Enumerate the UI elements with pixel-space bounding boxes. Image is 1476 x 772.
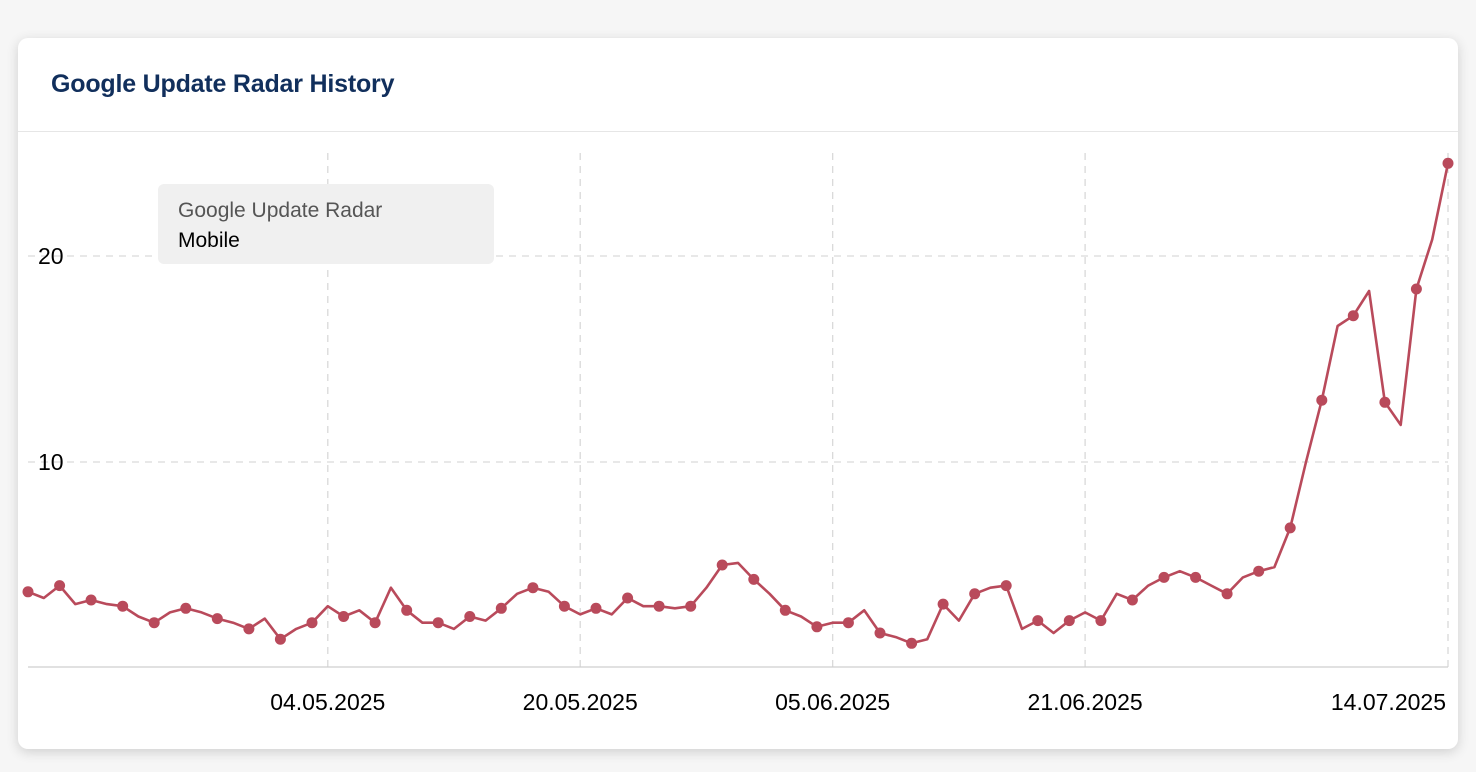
data-point [1000,580,1012,592]
legend-title: Google Update Radar [178,199,383,222]
series-marker-layer [22,157,1454,649]
data-point [1347,310,1359,322]
legend: Google Update Radar Mobile [158,184,494,264]
data-point [148,617,160,629]
data-point [716,559,728,571]
data-point [1442,157,1454,169]
data-point [906,637,918,649]
data-point [85,594,97,606]
data-point [811,621,823,633]
x-tick-label: 21.06.2025 [1028,689,1143,715]
chart-card: Google Update Radar History 10 20 04.05.20… [18,38,1458,749]
data-point [243,623,255,635]
series-line-layer [26,162,1450,645]
legend-series-label: Mobile [178,229,240,252]
data-point [401,604,413,616]
data-point [495,602,507,614]
data-point [432,617,444,629]
data-point [969,588,981,600]
line-chart: 10 20 04.05.2025 20.05.2025 05.06.2025 21.06.… [22,153,1454,715]
axis-layer: 10 20 04.05.2025 20.05.2025 05.06.2025 21.06.… [28,243,1448,715]
data-point [1284,522,1296,534]
card-header: Google Update Radar History [18,38,1458,132]
data-point [1190,571,1202,583]
x-tick-label: 04.05.2025 [270,689,385,715]
y-tick-label: 20 [38,243,64,269]
data-point [1095,615,1107,627]
data-point [369,617,381,629]
data-point [306,617,318,629]
data-point [22,586,34,598]
data-point [842,617,854,629]
data-point [558,600,570,612]
data-point [1032,615,1044,627]
data-point [1063,615,1075,627]
data-point [117,600,129,612]
data-point [1126,594,1138,606]
data-point [338,611,350,622]
data-point [464,611,476,622]
data-point [685,600,697,612]
x-tick-label: 14.07.2025 [1331,689,1446,715]
data-point [590,602,602,614]
data-point [622,592,634,604]
card-title: Google Update Radar History [51,70,395,98]
data-point [1410,283,1422,295]
data-point [211,613,223,625]
data-point [1253,565,1265,577]
data-point [1158,571,1170,583]
data-point [779,604,791,616]
data-point [653,600,665,612]
series-line-mobile [26,162,1450,645]
data-point [937,598,949,610]
data-point [180,602,192,614]
data-point [874,627,886,639]
x-tick-label: 20.05.2025 [523,689,638,715]
data-point [1379,396,1391,408]
data-point [527,582,539,594]
y-tick-label: 10 [38,449,64,475]
data-point [1316,394,1328,406]
data-point [1221,588,1233,600]
data-point [748,573,760,585]
data-point [54,580,66,592]
data-point [274,633,286,645]
x-tick-label: 05.06.2025 [775,689,890,715]
